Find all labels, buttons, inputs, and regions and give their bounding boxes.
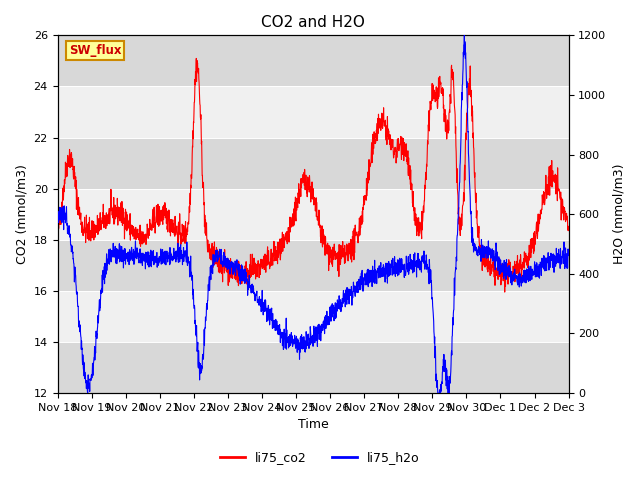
Y-axis label: H2O (mmol/m3): H2O (mmol/m3) [612, 164, 625, 264]
Bar [58, 342, 568, 393]
Title: CO2 and H2O: CO2 and H2O [261, 15, 365, 30]
Bar [58, 189, 568, 240]
Bar [58, 291, 568, 342]
Bar [58, 138, 568, 189]
Bar [58, 36, 568, 86]
Bar [58, 240, 568, 291]
Text: SW_flux: SW_flux [68, 44, 121, 57]
Y-axis label: CO2 (mmol/m3): CO2 (mmol/m3) [15, 164, 28, 264]
Bar [58, 86, 568, 138]
X-axis label: Time: Time [298, 419, 328, 432]
Legend: li75_co2, li75_h2o: li75_co2, li75_h2o [215, 446, 425, 469]
